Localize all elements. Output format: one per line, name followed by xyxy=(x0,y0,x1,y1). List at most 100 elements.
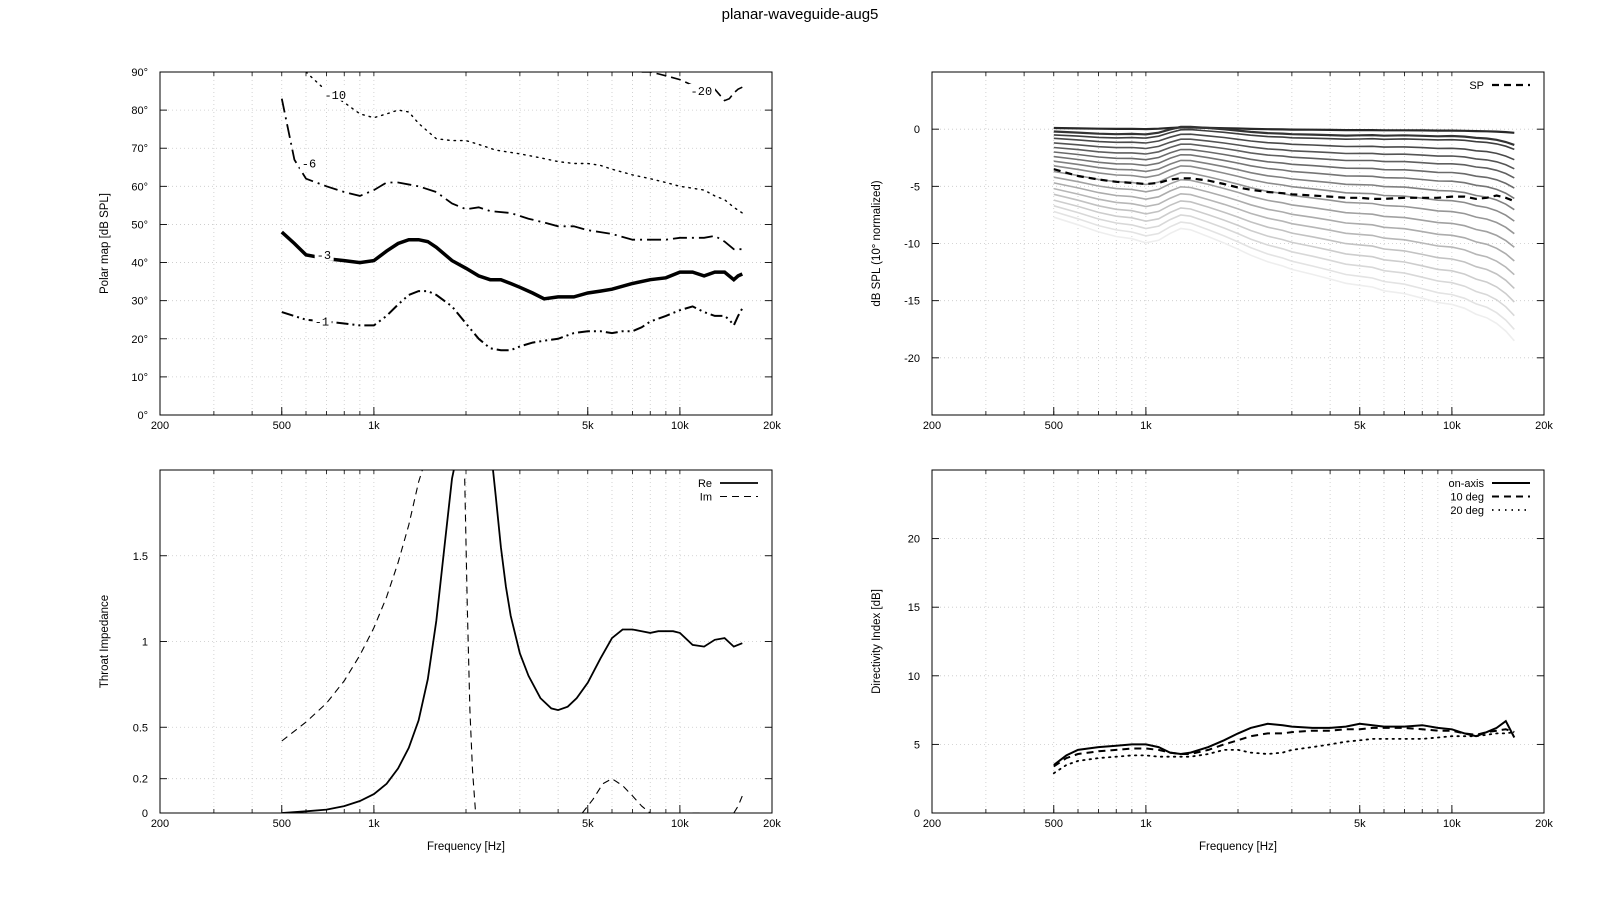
x-tick-label: 10k xyxy=(1443,420,1461,432)
legend: Re Im xyxy=(698,478,758,504)
series-re-line xyxy=(281,470,743,813)
plot-frame xyxy=(931,71,1545,416)
legend-label: Im xyxy=(700,492,712,504)
directivity-index-panel: 200 500 1k 5k 10k 20k 0 5 10 15 20 Directivity Inde… xyxy=(871,469,1553,853)
contour-label: -20 xyxy=(691,85,713,99)
grid xyxy=(931,470,1545,814)
series-10-deg-line xyxy=(1053,726,1515,768)
y-tick-label: -15 xyxy=(904,296,920,308)
y-tick-label: 0.5 xyxy=(133,722,148,734)
series-1-line xyxy=(281,290,744,352)
x-tick-label: 5k xyxy=(1354,818,1366,830)
contour-label: -1 xyxy=(315,316,329,330)
throat-impedance-panel: 200 500 1k 5k 10k 20k 0 0.2 0.5 1 1.5 Throat Impeda… xyxy=(99,469,781,853)
series-group xyxy=(280,72,744,352)
polar-angle-curve xyxy=(1053,205,1515,317)
grid xyxy=(931,72,1545,415)
y-tick-label: 20 xyxy=(908,534,920,546)
y-tick-label: 20° xyxy=(131,334,148,346)
contour-label: -10 xyxy=(324,89,346,103)
y-tick-label: 5 xyxy=(914,739,920,751)
series-im-line xyxy=(281,470,423,742)
y-tick-label: 60° xyxy=(131,181,148,193)
y-axis-label: Polar map [dB SPL] xyxy=(99,193,111,294)
x-tick-label: 1k xyxy=(1140,420,1152,432)
x-tick-label: 5k xyxy=(1354,420,1366,432)
polar-angle-curve xyxy=(1053,143,1515,179)
x-tick-label: 20k xyxy=(763,420,781,432)
polar-angle-curve xyxy=(1053,187,1515,276)
x-tick-label: 10k xyxy=(671,420,689,432)
y-axis-label: Directivity Index [dB] xyxy=(871,589,883,694)
y-tick-label: 30° xyxy=(131,296,148,308)
x-tick-label: 20k xyxy=(763,818,781,830)
contour-label: -6 xyxy=(302,157,316,171)
y-tick-label: 1.5 xyxy=(133,551,148,563)
polar-angle-curve xyxy=(1053,138,1515,170)
x-tick-label: 200 xyxy=(151,818,169,830)
y-axis-label: Throat Impedance xyxy=(99,595,111,688)
x-tick-label: 1k xyxy=(1140,818,1152,830)
y-tick-label: 10 xyxy=(908,671,920,683)
x-tick-label: 500 xyxy=(273,420,291,432)
y-tick-label: 1 xyxy=(142,637,148,649)
y-tick-label: 90° xyxy=(131,67,148,79)
y-axis-label: dB SPL (10° normalized) xyxy=(871,180,883,306)
legend: SP xyxy=(1469,80,1530,92)
contour-label: -3 xyxy=(317,249,331,263)
series-group xyxy=(281,470,743,813)
x-tick-label: 10k xyxy=(1443,818,1461,830)
figure-title: planar-waveguide-aug5 xyxy=(721,6,879,23)
y-tick-label: 15 xyxy=(908,602,920,614)
series-20-deg-line xyxy=(1052,731,1516,775)
series-im-line xyxy=(733,795,743,813)
series-group xyxy=(1053,125,1515,342)
y-tick-label: 0.2 xyxy=(133,774,148,786)
polar-angle-curve xyxy=(1053,193,1515,289)
x-tick-label: 500 xyxy=(273,818,291,830)
series-im-line xyxy=(581,778,659,813)
x-tick-label: 1k xyxy=(368,420,380,432)
contour-label-bg xyxy=(688,83,716,97)
polar-angle-curve xyxy=(1053,133,1515,161)
x-tick-label: 10k xyxy=(671,818,689,830)
grid xyxy=(159,71,773,416)
legend-label: on-axis xyxy=(1449,478,1485,490)
contour-label-bg xyxy=(322,87,349,101)
series-im-line xyxy=(464,478,477,813)
polar-angle-curve xyxy=(1053,159,1515,211)
y-tick-label: 10° xyxy=(131,372,148,384)
y-tick-label: 70° xyxy=(131,143,148,155)
x-axis-label: Frequency [Hz] xyxy=(427,841,505,853)
polar-angle-curve xyxy=(1053,148,1515,189)
y-tick-label: 0° xyxy=(137,410,148,422)
normalized-spl-panel: 200 500 1k 5k 10k 20k 0 -5 -10 -15 -20 dB SPL (10° … xyxy=(871,71,1553,432)
series-group xyxy=(1052,719,1516,775)
series-3-line xyxy=(280,230,744,301)
polar-map-panel: 200 500 1k 5k 10k 20k 0° 10° 20° 30° 40° 50° 60° 70° 8… xyxy=(99,67,781,432)
x-axis-label: Frequency [Hz] xyxy=(1199,841,1277,853)
polar-angle-curve xyxy=(1053,216,1515,342)
legend-label: Re xyxy=(698,478,712,490)
y-tick-label: 40° xyxy=(131,258,148,270)
contour-label-bg xyxy=(314,247,334,261)
series-on-axis-line xyxy=(1053,719,1516,766)
x-tick-label: 5k xyxy=(582,818,594,830)
y-tick-label: 0 xyxy=(914,124,920,136)
x-tick-label: 200 xyxy=(151,420,169,432)
x-tick-label: 200 xyxy=(923,420,941,432)
y-tick-label: -10 xyxy=(904,239,920,251)
contour-label-bg xyxy=(299,156,319,170)
polar-angle-curve xyxy=(1053,165,1515,222)
series-sp-line xyxy=(1053,168,1515,203)
polar-angle-curve xyxy=(1053,153,1515,200)
legend-label: SP xyxy=(1469,80,1484,92)
polar-angle-curve xyxy=(1053,125,1515,146)
plot-frame xyxy=(159,469,773,814)
polar-angle-curve xyxy=(1053,210,1515,330)
y-tick-label: -20 xyxy=(904,353,920,365)
x-tick-label: 500 xyxy=(1045,420,1063,432)
y-tick-label: -5 xyxy=(910,181,920,193)
